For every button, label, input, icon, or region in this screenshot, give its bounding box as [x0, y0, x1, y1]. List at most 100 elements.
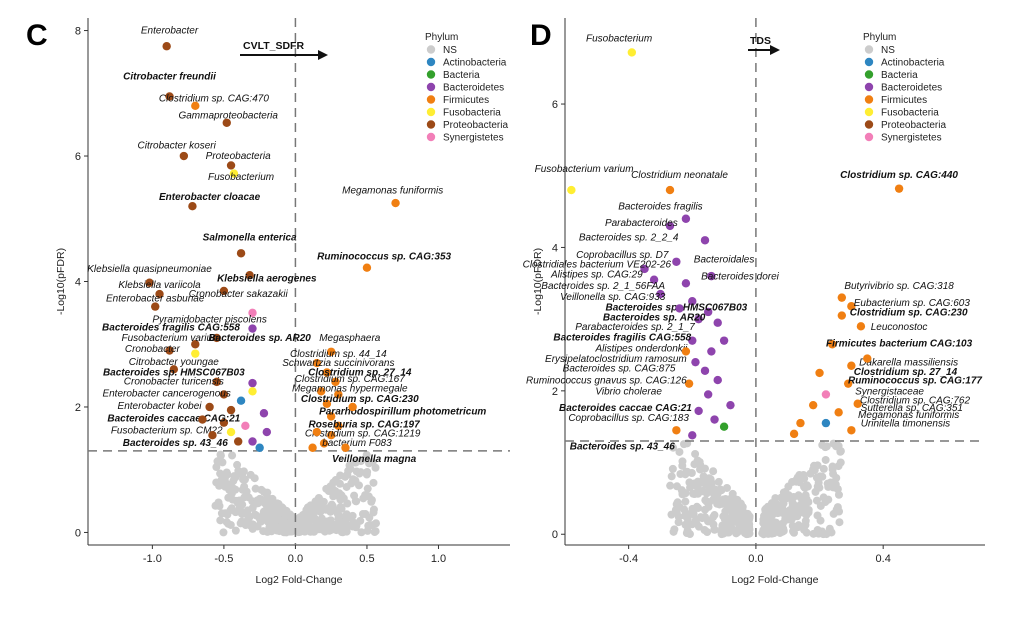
panel-d-point-firmicutes — [894, 184, 904, 193]
panel-d-ns-point — [669, 527, 678, 536]
panel-d-legend-entry: Synergistetes — [881, 133, 942, 144]
panel-c-point-label: Fusobacterium sp. CM22 — [111, 425, 223, 436]
panel-d-ns-point — [833, 485, 842, 494]
panel-d-y-tick-label: 4 — [552, 242, 558, 254]
panel-c-ns-point — [227, 504, 236, 513]
panel-d: D 0 2 4 6 -0.4 0.0 0.4 Log2 Fold-Change -Log10(p… — [523, 18, 985, 586]
panel-c-point-firmicutes — [391, 198, 400, 208]
panel-c-ns-point — [263, 527, 272, 536]
panel-d-ns-point — [696, 513, 705, 522]
panel-d-ns-point — [669, 443, 678, 452]
panel-c-ns-point — [228, 451, 237, 460]
panel-d-ns-point — [819, 530, 828, 539]
panel-d-ns-point — [826, 478, 835, 487]
panel-c-point-label: Pyramidobacter piscolens — [152, 314, 267, 325]
panel-c-ns-point — [240, 493, 249, 502]
panel-c-legend-entry: Bacteroidetes — [443, 83, 504, 94]
panel-c-ns-point — [327, 500, 336, 509]
panel-c-point-proteobacteria — [162, 42, 171, 51]
panel-c-legend-entry: Actinobacteria — [443, 58, 507, 69]
panel-d-point-bacteroidetes — [707, 271, 716, 281]
panel-d-point-firmicutes — [789, 429, 799, 439]
panel-d-letter: D — [530, 19, 552, 52]
panel-d-ns-point — [822, 442, 831, 451]
panel-d-point-label: Ruminococcus sp. CAG:177 — [848, 376, 982, 387]
panel-d-ns-point — [781, 514, 790, 523]
panel-d-legend-title: Phylum — [863, 32, 896, 43]
panel-c-point-firmicutes — [326, 431, 336, 440]
panel-d-legend-swatch — [864, 82, 874, 92]
panel-d-point-bacteroidetes — [675, 304, 684, 313]
panel-d-ns-point — [685, 530, 694, 539]
panel-d-point-bacteroidetes — [640, 264, 649, 274]
panel-d-ns-point — [761, 523, 770, 532]
panel-d-y-tick-label: 0 — [552, 529, 558, 541]
panel-c-ns-point — [251, 499, 260, 508]
panel-d-legend-swatch — [864, 95, 874, 104]
panel-d-point-label: Alistipes sp. CAG:29 — [550, 270, 643, 281]
panel-d-point-label: Bacteroides fragilis — [618, 201, 702, 212]
panel-d-ns-point — [829, 469, 838, 478]
panel-d-ns-points — [666, 439, 845, 539]
panel-c-ns-point — [367, 496, 376, 505]
panel-c-point-label: Citrobacter koseri — [138, 140, 217, 151]
panel-c-ns-point — [282, 506, 291, 515]
panel-c-x-tick-label: 1.0 — [431, 553, 446, 565]
panel-d-ns-point — [680, 505, 689, 514]
panel-d-ns-point — [685, 509, 694, 518]
panel-c-y-axis-label: -Log10(pFDR) — [55, 248, 67, 315]
panel-d-ns-point — [790, 508, 799, 517]
panel-c-ns-point — [338, 521, 347, 530]
panel-c-point-label: Bacteroides sp. HMSC067B03 — [103, 368, 245, 379]
panel-c-ns-point — [334, 514, 343, 523]
panel-d-point-bacteroidetes — [688, 297, 697, 306]
panel-d-point-fusobacteria — [567, 185, 576, 195]
panel-c-ns-point — [338, 528, 347, 537]
panel-c-point-proteobacteria — [226, 161, 236, 170]
panel-c-x-tick-label: -0.5 — [214, 553, 233, 565]
panel-d-ns-point — [833, 507, 842, 516]
panel-d-point-label: Alistipes onderdonkii — [595, 343, 688, 354]
panel-c-point-label: Megasphaera — [319, 333, 381, 344]
panel-c-point-proteobacteria — [198, 415, 207, 424]
panel-c-point-label: Enterobacter kobei — [118, 401, 203, 412]
panel-d-point-bacteria — [719, 422, 729, 431]
panel-c-y-tick-label: 4 — [75, 277, 81, 289]
panel-d-ns-point — [719, 512, 728, 521]
panel-c-y-tick-label: 0 — [75, 527, 81, 539]
panel-c-point-synergistetes — [248, 308, 257, 318]
panel-c-point-bacteroidetes — [259, 409, 269, 418]
panel-d-ns-point — [816, 516, 825, 525]
panel-d-ns-point — [678, 457, 687, 466]
panel-d-point-firmicutes — [863, 354, 872, 363]
panel-d-point-label: Bacteroides caccae CAG:21 — [559, 403, 692, 414]
panel-c-x-axis-label: Log2 Fold-Change — [256, 574, 343, 586]
panel-c-legend-swatch — [426, 82, 436, 92]
panel-c-point-proteobacteria — [165, 92, 174, 101]
panel-d-legend-entry: Firmicutes — [881, 95, 927, 106]
panel-c-point-bacteroidetes — [248, 378, 257, 388]
panel-d-point-label: Fusobacterium — [586, 34, 652, 45]
panel-d-point-label: Bacteroides fragilis CAG:558 — [553, 333, 691, 344]
panel-d-point-firmicutes — [847, 361, 856, 370]
panel-c-x-tick-label: -1.0 — [143, 553, 162, 565]
panel-c-point-firmicutes — [322, 368, 332, 377]
panel-c-ns-point — [369, 478, 378, 487]
panel-d-ns-point — [666, 481, 675, 490]
panel-d-point-bacteroidetes — [656, 289, 665, 299]
panel-d-point-label: Synergistaceae — [855, 386, 924, 397]
panel-d-ns-point — [691, 449, 700, 458]
panel-c-point-label: Klebsiella quasipneumoniae — [87, 264, 212, 275]
panel-d-ns-point — [706, 475, 715, 484]
panel-c-point-fusobacteria — [226, 427, 236, 437]
panel-c-point-proteobacteria — [212, 333, 221, 343]
panel-c-point-label: Enterobacter — [141, 26, 199, 37]
panel-d-point-label: Firmicutes bacterium CAG:103 — [826, 338, 973, 349]
panel-d-legend-swatch — [864, 70, 874, 79]
panel-c-point-proteobacteria — [145, 278, 154, 287]
panel-c-ns-point — [251, 484, 260, 493]
panel-d-ns-point — [799, 471, 808, 480]
panel-c-legend-entry: Fusobacteria — [443, 108, 501, 119]
panel-c-ns-point — [354, 481, 363, 490]
